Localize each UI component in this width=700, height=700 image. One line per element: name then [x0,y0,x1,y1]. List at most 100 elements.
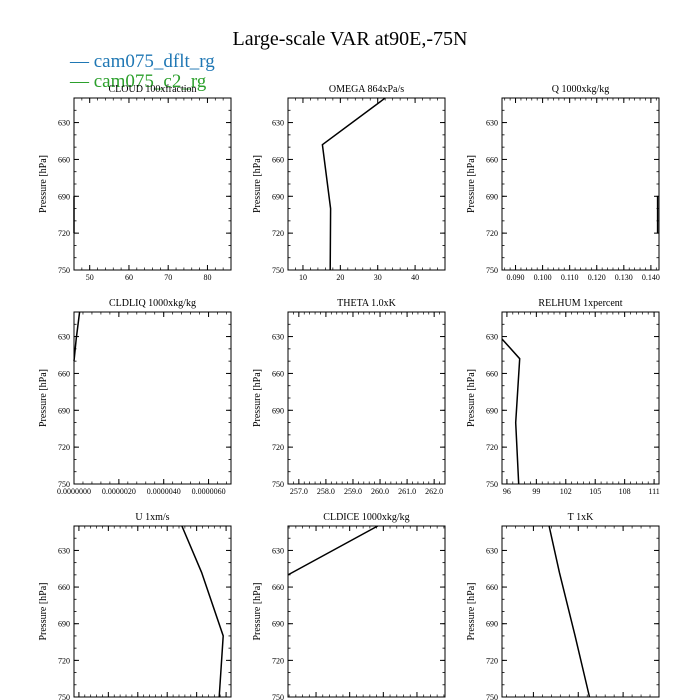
panel-frame [501,311,660,485]
y-tick-label: 720 [58,229,70,238]
legend-entry-1: — cam075_c2_rg [70,72,215,92]
panel-frame [501,525,660,698]
legend: — cam075_dflt_rg — cam075_c2_rg [70,52,215,92]
y-tick-label: 690 [486,620,498,629]
panel-frame [73,311,232,485]
x-tick-label: 261.0 [398,487,416,496]
panel-title: T 1xK [568,512,594,523]
y-tick-label: 720 [272,656,284,665]
y-tick-label: 660 [58,155,70,164]
y-tick-label: 720 [486,229,498,238]
y-tick-label: 630 [272,546,284,555]
y-tick-label: 630 [272,119,284,128]
panel-0: CLOUD 100xfraction Pressure [hPa] 630 660 69… [38,84,232,282]
y-axis-label: Pressure [hPa] [466,369,477,427]
y-tick-label: 750 [58,693,70,700]
x-tick-label: 96 [503,487,511,496]
x-tick-label: 80 [203,273,211,282]
y-tick-label: 750 [486,480,498,489]
y-tick-label: 690 [58,406,70,415]
x-tick-label: 0.110 [561,273,579,282]
panel-title: CLDLIQ 1000xkg/kg [109,298,196,309]
series-line-0 [287,525,379,576]
y-axis-label: Pressure [hPa] [38,582,49,640]
x-tick-label: 0.130 [615,273,633,282]
x-tick-label: 105 [589,487,601,496]
panel-frame [501,97,660,271]
x-tick-label: 0.100 [534,273,552,282]
y-tick-label: 660 [486,583,498,592]
legend-label-0: cam075_dflt_rg [93,51,215,72]
panel-title: OMEGA 864xPa/s [329,84,404,95]
x-tick-label: 257.0 [290,487,308,496]
y-tick-label: 660 [486,155,498,164]
y-tick-label: 750 [486,693,498,700]
y-tick-label: 630 [486,333,498,342]
y-tick-label: 690 [58,620,70,629]
panel-5: RELHUM 1xpercent Pressure [hPa] 630 660 690 7… [466,298,660,496]
x-tick-label: 0.0000040 [147,487,181,496]
y-axis-label: Pressure [hPa] [252,369,263,427]
panel-frame [287,311,446,485]
y-axis-label: Pressure [hPa] [252,582,263,640]
x-tick-label: 0.140 [642,273,660,282]
panel-title: CLDICE 1000xkg/kg [323,512,409,523]
panel-4: THETA 1.0xK Pressure [hPa] 630 660 690 720 750… [252,298,446,496]
y-tick-label: 630 [58,333,70,342]
y-tick-label: 750 [58,266,70,275]
x-tick-label: 99 [532,487,540,496]
y-tick-label: 690 [486,192,498,201]
legend-label-1: cam075_c2_rg [93,71,207,92]
panel-title: Q 1000xkg/kg [552,84,610,95]
y-tick-label: 660 [486,369,498,378]
panel-7: CLDICE 1000xkg/kg Pressure [hPa] 630 660 690… [252,512,446,700]
y-tick-label: 660 [58,583,70,592]
x-tick-label: 260.0 [371,487,389,496]
y-tick-label: 750 [486,266,498,275]
y-tick-label: 720 [272,229,284,238]
y-tick-label: 720 [486,443,498,452]
y-axis-label: Pressure [hPa] [466,582,477,640]
x-tick-label: 0.0000060 [192,487,226,496]
x-tick-label: 0.0000000 [57,487,91,496]
x-tick-label: 262.0 [425,487,443,496]
x-tick-label: 0.090 [507,273,525,282]
y-tick-label: 660 [272,369,284,378]
x-tick-label: 40 [411,273,419,282]
x-tick-label: 10 [299,273,307,282]
legend-marker-0: — [70,51,94,72]
x-tick-label: 258.0 [317,487,335,496]
y-tick-label: 660 [272,155,284,164]
x-tick-label: 0.0000020 [102,487,136,496]
y-tick-label: 630 [486,546,498,555]
panel-frame [287,97,446,271]
y-tick-label: 630 [58,119,70,128]
panel-title: RELHUM 1xpercent [538,298,622,309]
x-tick-label: 60 [125,273,133,282]
x-tick-label: 50 [86,273,94,282]
y-tick-label: 690 [272,192,284,201]
panel-title: CLOUD 100xfraction [108,84,196,95]
panel-3: CLDLIQ 1000xkg/kg Pressure [hPa] 630 660 690… [38,298,232,496]
x-tick-label: 70 [164,273,172,282]
legend-marker-1: — [70,71,94,92]
y-tick-label: 690 [272,406,284,415]
series-line-0 [321,97,386,271]
x-tick-label: 111 [648,487,659,496]
y-axis-label: Pressure [hPa] [252,155,263,213]
x-tick-label: 0.120 [588,273,606,282]
y-tick-label: 750 [272,693,284,700]
figure-title: Large-scale VAR at90E,-75N [232,28,468,50]
panel-title: THETA 1.0xK [337,298,396,309]
y-tick-label: 720 [486,656,498,665]
y-tick-label: 750 [272,480,284,489]
x-tick-label: 20 [336,273,344,282]
y-tick-label: 720 [272,443,284,452]
y-tick-label: 690 [486,406,498,415]
series-line-0 [181,525,224,698]
panel-1: OMEGA 864xPa/s Pressure [hPa] 630 660 690 720… [252,84,446,282]
y-tick-label: 690 [272,620,284,629]
